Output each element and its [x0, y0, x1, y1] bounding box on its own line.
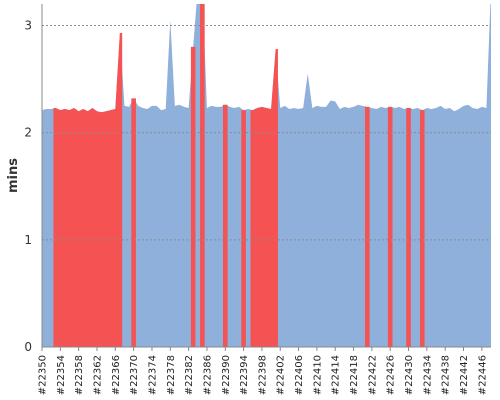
x-tick-label: #22402 [276, 355, 287, 395]
failed-build-segment [200, 4, 205, 347]
x-tick-label: #22438 [441, 355, 452, 395]
x-tick-label: #22382 [184, 355, 195, 395]
x-tick-label: #22390 [221, 355, 232, 395]
x-tick-label: #22410 [312, 355, 323, 395]
x-tick-label: #22430 [404, 355, 415, 395]
failed-build-segment [190, 46, 196, 347]
x-tick-label: #22426 [386, 355, 397, 395]
y-tick-label: 1 [24, 233, 32, 247]
x-tick-label: #22354 [56, 355, 67, 395]
x-tick-label: #22378 [166, 355, 177, 395]
y-axis-label: mins [6, 158, 21, 193]
x-tick-label: #22442 [459, 355, 470, 395]
x-tick-label: #22394 [239, 355, 250, 395]
failed-build-segment [419, 110, 425, 347]
x-tick-label: #22418 [349, 355, 360, 395]
x-tick-label: #22414 [331, 355, 342, 395]
y-tick-label: 2 [24, 126, 32, 140]
x-tick-label: #22370 [129, 355, 140, 395]
failed-build-segment [131, 98, 136, 347]
x-tick-label: #22366 [111, 355, 122, 395]
failed-build-segment [365, 106, 370, 347]
failed-build-segment [406, 107, 411, 347]
x-tick-label: #22422 [367, 355, 378, 395]
failed-build-segment [53, 32, 123, 347]
x-tick-label: #22350 [38, 355, 49, 395]
y-tick-label: 3 [24, 18, 32, 32]
failed-build-segment [241, 110, 246, 347]
failed-build-segment [250, 49, 278, 347]
y-tick-label: 0 [24, 340, 32, 354]
failed-build-segment [387, 106, 393, 347]
failed-build-segment [222, 104, 228, 347]
x-tick-label: #22398 [257, 355, 268, 395]
x-tick-label: #22434 [422, 355, 433, 395]
x-tick-label: #22362 [92, 355, 103, 395]
x-tick-label: #22358 [74, 355, 85, 395]
x-tick-label: #22406 [294, 355, 305, 395]
x-tick-label: #22386 [202, 355, 213, 395]
x-tick-label: #22374 [147, 355, 158, 395]
x-tick-label: #22446 [477, 355, 488, 395]
